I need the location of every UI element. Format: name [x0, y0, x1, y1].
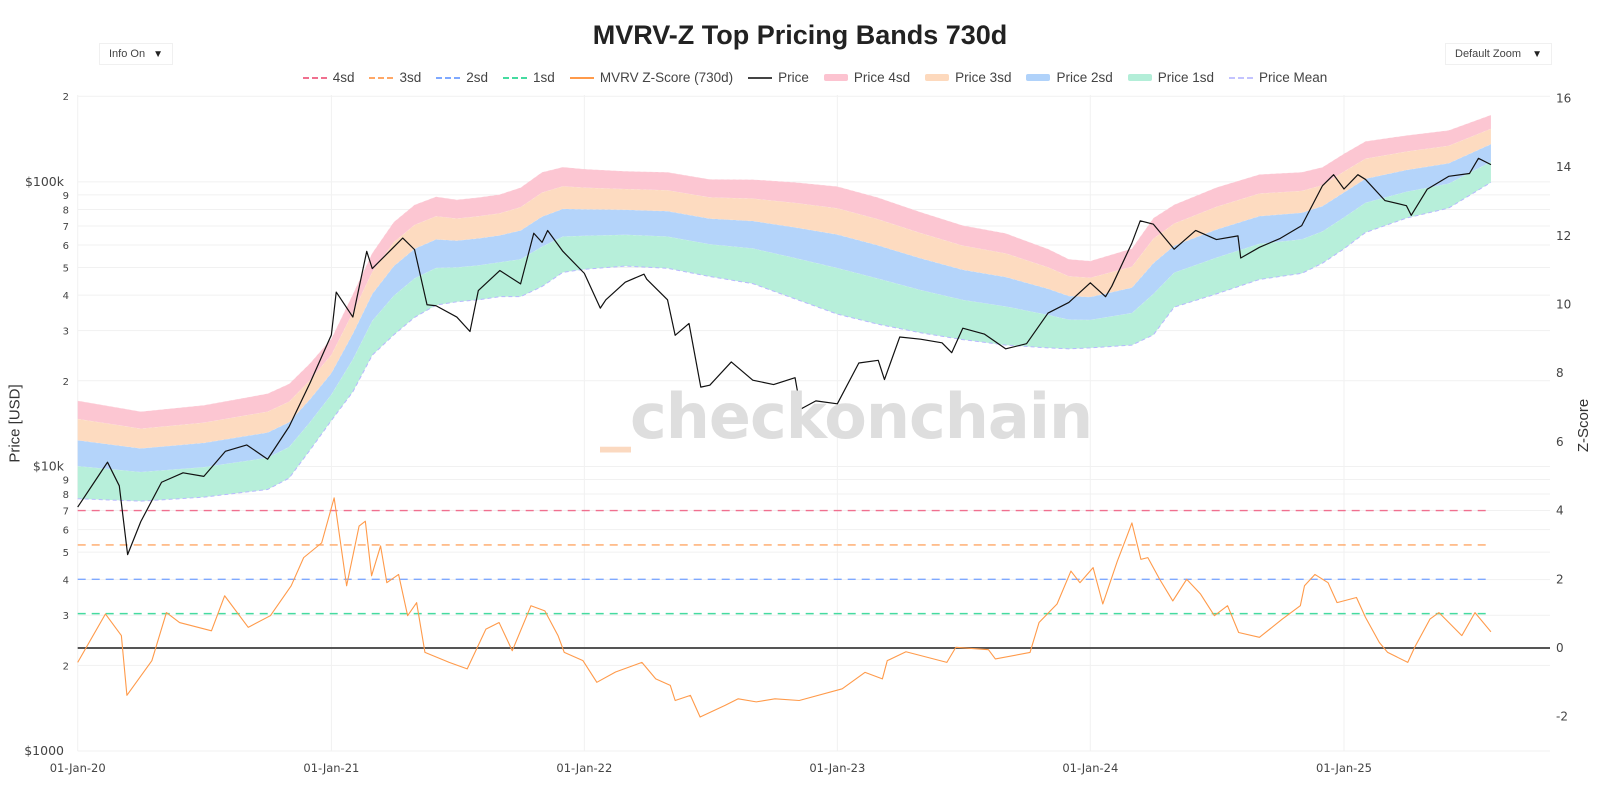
- legend-swatch: [748, 76, 773, 79]
- y2-tick-label: 2: [1556, 572, 1564, 586]
- y2-tick-label: 4: [1556, 504, 1564, 518]
- zscore-threshold-lines: [77, 509, 1550, 649]
- legend-label: Price 3sd: [955, 70, 1012, 85]
- legend-label: Price: [778, 70, 809, 85]
- legend-swatch: [1229, 76, 1254, 79]
- legend-label: 3sd: [399, 70, 422, 85]
- y-tick-label: 5: [63, 548, 69, 559]
- watermark: _checkonchain: [600, 380, 1093, 453]
- info-toggle-label: Info On: [109, 48, 146, 60]
- legend-label: Price 2sd: [1056, 70, 1113, 85]
- dropdown-arrow-icon: ▼: [153, 48, 163, 60]
- legend-item[interactable]: 2sd: [436, 70, 488, 85]
- legend-item[interactable]: Price 3sd: [925, 70, 1011, 85]
- y-tick-label: 3: [63, 327, 69, 338]
- legend-label: 1sd: [533, 70, 555, 85]
- y2-tick-label: -2: [1556, 710, 1568, 724]
- y-tick-label: 7: [63, 222, 69, 233]
- x-tick-label: 01-Jan-21: [303, 761, 359, 775]
- y-tick-label: 8: [63, 490, 69, 501]
- legend-label: 2sd: [466, 70, 489, 85]
- series-lines: [77, 157, 1492, 718]
- legend-label: Price Mean: [1259, 70, 1328, 85]
- legend-swatch: [503, 76, 528, 79]
- legend-item[interactable]: 3sd: [369, 70, 421, 85]
- legend-label: MVRV Z-Score (730d): [599, 70, 734, 85]
- info-toggle-dropdown[interactable]: Info On ▼: [99, 43, 173, 65]
- price-4sd-band-edge: [77, 114, 1492, 412]
- price-1sd-band: [77, 161, 1491, 502]
- y2-axis-title: Z-Score: [1575, 398, 1593, 453]
- legend-item[interactable]: Price Mean: [1229, 70, 1327, 85]
- y2-tick-label: 14: [1556, 160, 1571, 174]
- y-tick-label: $100k: [25, 174, 65, 189]
- y-tick-label: 5: [63, 264, 69, 275]
- x-tick-label: 01-Jan-20: [50, 761, 106, 775]
- y-tick-label: $10k: [33, 458, 65, 473]
- dropdown-arrow-icon: ▼: [1532, 48, 1542, 60]
- legend-item[interactable]: Price: [748, 70, 809, 85]
- x-tick-label: 01-Jan-25: [1316, 761, 1372, 775]
- price-bands: [77, 114, 1492, 502]
- y-tick-label: 7: [63, 507, 69, 518]
- y-tick-label: 2: [63, 377, 69, 388]
- legend-item[interactable]: Price 2sd: [1026, 70, 1113, 85]
- watermark-text: checkonchain: [630, 380, 1093, 453]
- legend-label: 4sd: [332, 70, 355, 85]
- x-tick-label: 01-Jan-22: [556, 761, 612, 775]
- y2-tick-label: 10: [1556, 298, 1571, 312]
- y-tick-label: 8: [63, 205, 69, 216]
- legend-swatch: [302, 76, 327, 79]
- legend-swatch: [1127, 74, 1152, 81]
- y-axis-title: Price [USD]: [6, 384, 24, 463]
- y-tick-label: 3: [63, 611, 69, 622]
- zscore-line: [77, 497, 1492, 718]
- legend-swatch: [925, 74, 950, 81]
- legend-swatch: [569, 76, 594, 79]
- chart-title: MVRV-Z Top Pricing Bands 730d: [592, 20, 1008, 50]
- y-tick-label: 6: [63, 241, 69, 252]
- y2-tick-label: 8: [1556, 366, 1564, 380]
- price-line: [77, 157, 1492, 556]
- legend-item[interactable]: 1sd: [503, 70, 555, 85]
- legend: 4sd 3sd 2sd 1sd MVRV Z-Score (730d) Price Pric…: [0, 70, 1600, 85]
- y-tick-label: 4: [63, 291, 69, 302]
- price-mean-line: [77, 181, 1492, 502]
- legend-swatch: [369, 76, 394, 79]
- y-tick-label: 2: [63, 661, 69, 672]
- y-tick-label: 9: [63, 475, 69, 486]
- x-tick-label: 01-Jan-23: [809, 761, 865, 775]
- y-tick-label: 6: [63, 526, 69, 537]
- y-tick-label: 4: [63, 576, 69, 587]
- legend-item[interactable]: 4sd: [302, 70, 355, 85]
- y2-tick-label: 0: [1556, 641, 1564, 655]
- y2-tick-label: 16: [1556, 91, 1571, 105]
- x-tick-label: 01-Jan-24: [1062, 761, 1118, 775]
- y-tick-label: $1000: [24, 743, 64, 758]
- legend-item[interactable]: Price 1sd: [1127, 70, 1215, 85]
- legend-item[interactable]: MVRV Z-Score (730d): [569, 70, 734, 85]
- axes: $1000 2 3 4 5 6 7 8 9 $10k 2 3 4 5 6 7 8 9 $100k 2 01-Jan-20…: [24, 91, 1571, 775]
- legend-swatch: [436, 76, 461, 79]
- legend-item[interactable]: Price 4sd: [823, 70, 911, 85]
- legend-label: Price 4sd: [853, 70, 911, 85]
- legend-swatch: [1026, 74, 1051, 81]
- watermark-prefix: _: [600, 380, 631, 453]
- y2-tick-label: 6: [1556, 435, 1564, 449]
- legend-swatch: [823, 74, 848, 81]
- y-tick-label: 9: [63, 191, 69, 202]
- y-tick-label: 2: [63, 92, 69, 103]
- legend-label: Price 1sd: [1157, 70, 1215, 85]
- zoom-select-label: Default Zoom: [1455, 48, 1522, 60]
- y2-tick-label: 12: [1556, 229, 1571, 243]
- zoom-select-dropdown[interactable]: Default Zoom ▼: [1445, 43, 1552, 65]
